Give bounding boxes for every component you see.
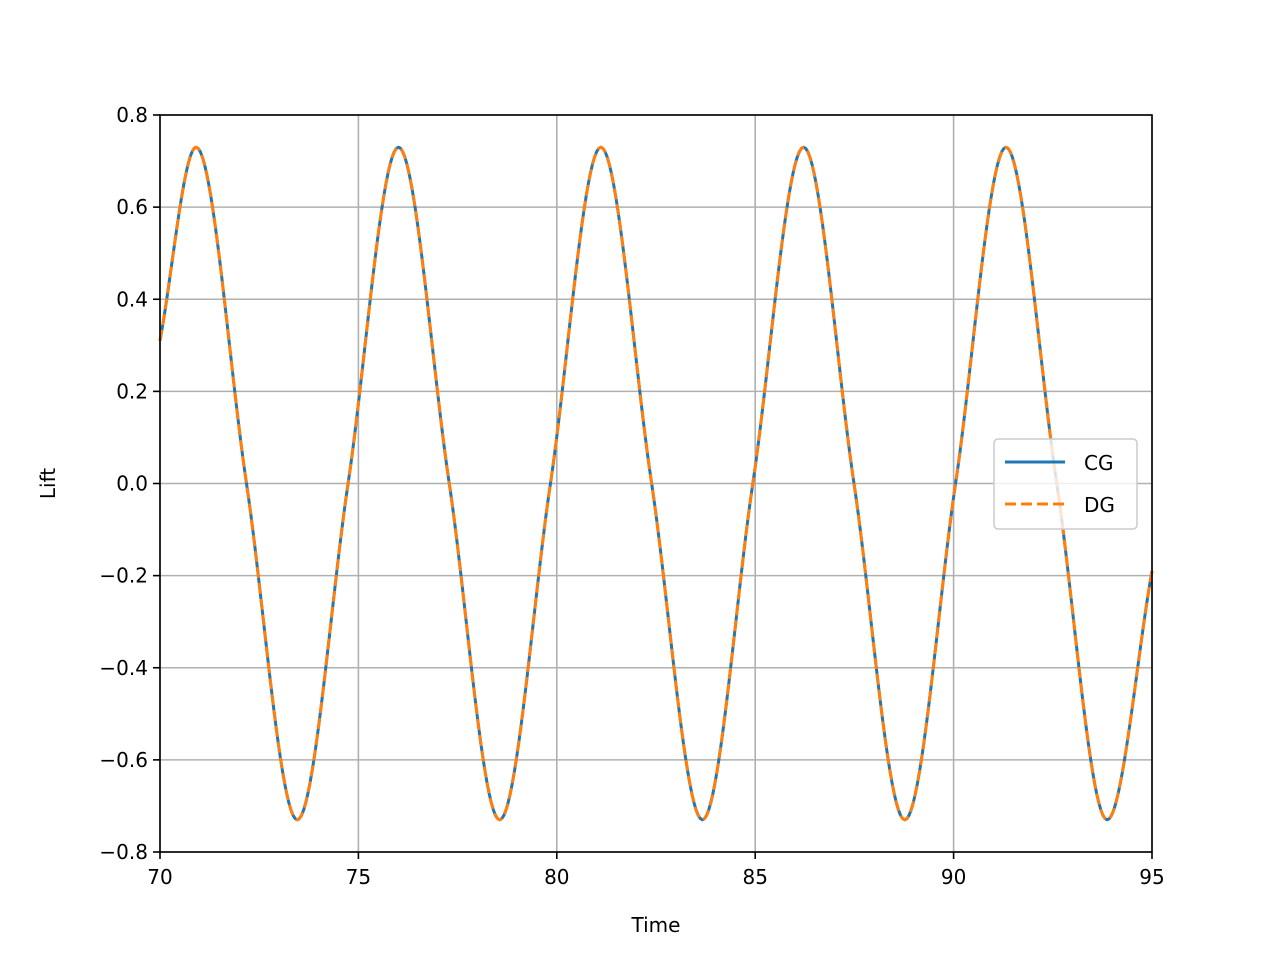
legend-label-cg: CG bbox=[1084, 451, 1113, 475]
x-tick-label: 90 bbox=[941, 865, 966, 889]
x-tick-label: 95 bbox=[1139, 865, 1164, 889]
y-tick-label: −0.2 bbox=[99, 564, 148, 588]
x-tick-label: 80 bbox=[544, 865, 569, 889]
y-tick-label: −0.4 bbox=[99, 656, 148, 680]
y-tick-label: 0.8 bbox=[116, 103, 148, 127]
y-tick-label: −0.8 bbox=[99, 840, 148, 864]
axis-ticks: 70 75 80 85 90 95 −0.8 −0.6 −0.4 −0.2 0.0 0.2 0.4 0.6… bbox=[99, 103, 1164, 889]
legend-box bbox=[993, 438, 1138, 530]
x-axis-label: Time bbox=[631, 913, 681, 937]
legend-label-dg: DG bbox=[1084, 493, 1115, 517]
legend: CG DG bbox=[993, 438, 1138, 530]
series-lines bbox=[158, 145, 1154, 822]
y-tick-label: 0.4 bbox=[116, 287, 148, 311]
y-tick-label: −0.6 bbox=[99, 748, 148, 772]
y-tick-label: 0.6 bbox=[116, 195, 148, 219]
y-tick-label: 0.2 bbox=[116, 379, 148, 403]
series-line-dg bbox=[158, 145, 1154, 822]
x-tick-label: 75 bbox=[346, 865, 371, 889]
x-tick-label: 70 bbox=[147, 865, 172, 889]
x-tick-label: 85 bbox=[742, 865, 767, 889]
y-axis-label: Lift bbox=[36, 468, 60, 499]
y-tick-label: 0.0 bbox=[116, 472, 148, 496]
